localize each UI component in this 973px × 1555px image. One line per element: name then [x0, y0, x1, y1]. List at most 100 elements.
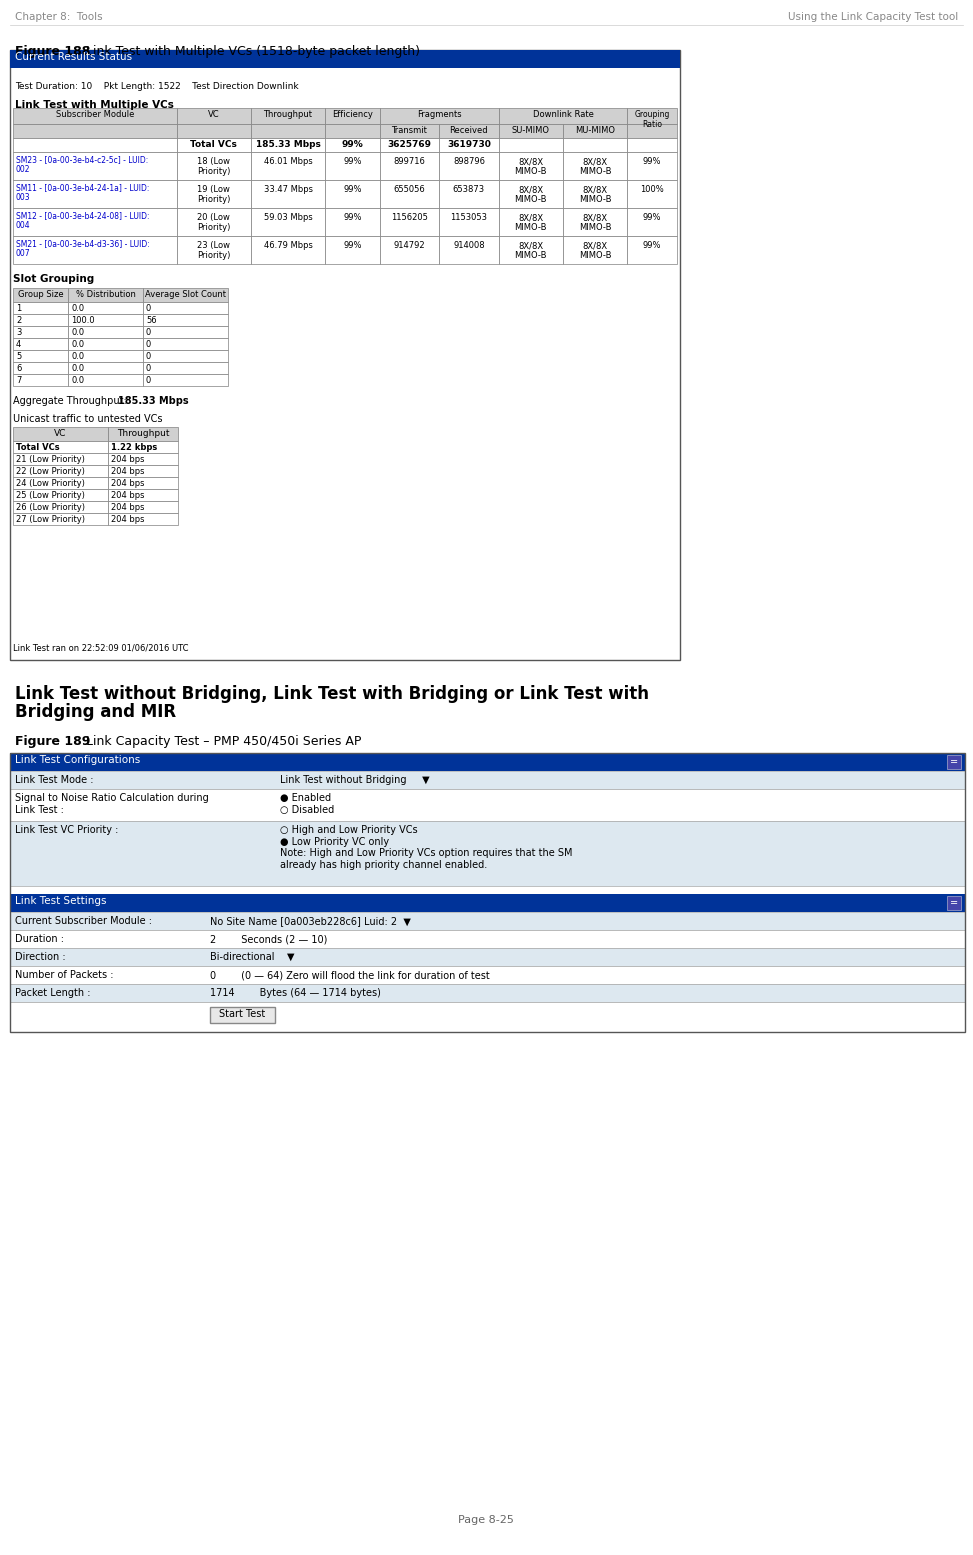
Text: 204 bps: 204 bps	[111, 466, 145, 476]
Bar	[68, 327, 143, 337]
Bar	[68, 337, 143, 350]
Bar	[10, 1001, 965, 1033]
Bar	[68, 314, 143, 327]
Bar	[439, 180, 498, 208]
Text: 3625769: 3625769	[387, 140, 431, 149]
Bar	[10, 753, 965, 771]
Bar	[143, 375, 228, 386]
Text: 204 bps: 204 bps	[111, 479, 145, 488]
Text: Link Test with Multiple VCs: Link Test with Multiple VCs	[15, 100, 174, 110]
Bar	[628, 124, 677, 138]
Text: 8X/8X
MIMO-B: 8X/8X MIMO-B	[579, 157, 611, 176]
Bar	[325, 124, 379, 138]
Text: 0: 0	[146, 341, 151, 348]
Bar	[498, 180, 563, 208]
Text: 7: 7	[16, 376, 21, 386]
Bar	[13, 350, 68, 362]
Bar	[498, 107, 628, 124]
Text: Link Test Settings: Link Test Settings	[15, 896, 106, 907]
Bar	[143, 302, 228, 314]
Bar	[379, 138, 439, 152]
Bar	[176, 236, 251, 264]
Text: No Site Name [0a003eb228c6] Luid: 2  ▼: No Site Name [0a003eb228c6] Luid: 2 ▼	[210, 916, 411, 925]
Text: 204 bps: 204 bps	[111, 456, 145, 463]
Bar	[10, 949, 965, 966]
Bar	[379, 152, 439, 180]
Text: MU-MIMO: MU-MIMO	[575, 126, 615, 135]
Text: SM21 - [0a-00-3e-b4-d3-36] - LUID:
007: SM21 - [0a-00-3e-b4-d3-36] - LUID: 007	[16, 239, 150, 258]
Text: 99%: 99%	[643, 213, 662, 222]
Text: 899716: 899716	[393, 157, 425, 166]
Bar	[251, 138, 325, 152]
Bar	[176, 107, 251, 124]
Text: Downlink Rate: Downlink Rate	[532, 110, 594, 120]
Text: 100%: 100%	[640, 185, 665, 194]
Bar	[439, 208, 498, 236]
Bar	[563, 236, 628, 264]
Text: 99%: 99%	[343, 213, 362, 222]
Text: 204 bps: 204 bps	[111, 502, 145, 512]
Text: 46.79 Mbps: 46.79 Mbps	[264, 241, 312, 250]
Text: 2        Seconds (2 — 10): 2 Seconds (2 — 10)	[210, 935, 327, 944]
Bar	[628, 152, 677, 180]
Text: 56: 56	[146, 316, 157, 325]
Text: Subscriber Module: Subscriber Module	[55, 110, 134, 120]
Text: Test Duration: 10    Pkt Length: 1522    Test Direction Downlink: Test Duration: 10 Pkt Length: 1522 Test …	[15, 82, 299, 92]
Text: 0: 0	[146, 364, 151, 373]
Bar	[628, 208, 677, 236]
Text: 20 (Low
Priority): 20 (Low Priority)	[197, 213, 231, 232]
Bar	[251, 152, 325, 180]
Bar	[439, 236, 498, 264]
Text: Average Slot Count: Average Slot Count	[145, 289, 226, 299]
Bar	[13, 107, 176, 124]
Text: 1156205: 1156205	[391, 213, 428, 222]
Text: 0: 0	[146, 328, 151, 337]
Bar	[628, 138, 677, 152]
Bar	[13, 375, 68, 386]
Bar	[68, 375, 143, 386]
Text: Fragments: Fragments	[416, 110, 461, 120]
Text: 26 (Low Priority): 26 (Low Priority)	[16, 502, 85, 512]
Bar	[10, 984, 965, 1001]
Bar	[563, 152, 628, 180]
Text: 8X/8X
MIMO-B: 8X/8X MIMO-B	[515, 185, 547, 204]
Bar	[10, 788, 965, 821]
Text: 0        (0 — 64) Zero will flood the link for duration of test: 0 (0 — 64) Zero will flood the link for …	[210, 970, 489, 980]
Text: 0: 0	[146, 351, 151, 361]
Text: 8X/8X
MIMO-B: 8X/8X MIMO-B	[515, 157, 547, 176]
Text: Link Test with Multiple VCs (1518-byte packet length): Link Test with Multiple VCs (1518-byte p…	[82, 45, 420, 58]
Bar	[13, 477, 108, 488]
Text: 185.33 Mbps: 185.33 Mbps	[256, 140, 320, 149]
Text: Throughput: Throughput	[264, 110, 312, 120]
Text: 0: 0	[146, 303, 151, 313]
Text: Chapter 8:  Tools: Chapter 8: Tools	[15, 12, 102, 22]
Text: Signal to Noise Ratio Calculation during
Link Test :: Signal to Noise Ratio Calculation during…	[15, 793, 209, 815]
Bar	[176, 124, 251, 138]
Text: Figure 189: Figure 189	[15, 736, 90, 748]
Text: 0.0: 0.0	[71, 376, 84, 386]
Bar	[68, 302, 143, 314]
Text: 99%: 99%	[342, 140, 363, 149]
Bar	[947, 896, 961, 910]
Bar	[10, 911, 965, 930]
Bar	[108, 428, 178, 442]
Bar	[13, 208, 176, 236]
Bar	[143, 288, 228, 302]
Bar	[143, 327, 228, 337]
Text: Link Test Configurations: Link Test Configurations	[15, 756, 140, 765]
Text: 3: 3	[16, 328, 21, 337]
Text: Transmit: Transmit	[391, 126, 427, 135]
Text: Total VCs: Total VCs	[16, 443, 59, 453]
Bar	[13, 442, 108, 453]
Bar	[379, 180, 439, 208]
Text: SM23 - [0a-00-3e-b4-c2-5c] - LUID:
002: SM23 - [0a-00-3e-b4-c2-5c] - LUID: 002	[16, 156, 148, 174]
Bar	[68, 288, 143, 302]
Bar	[13, 488, 108, 501]
Text: Packet Length :: Packet Length :	[15, 987, 90, 998]
Bar	[176, 208, 251, 236]
Bar	[251, 124, 325, 138]
Text: 99%: 99%	[643, 241, 662, 250]
Text: SM11 - [0a-00-3e-b4-24-1a] - LUID:
003: SM11 - [0a-00-3e-b4-24-1a] - LUID: 003	[16, 183, 150, 202]
Bar	[143, 350, 228, 362]
Bar	[108, 501, 178, 513]
